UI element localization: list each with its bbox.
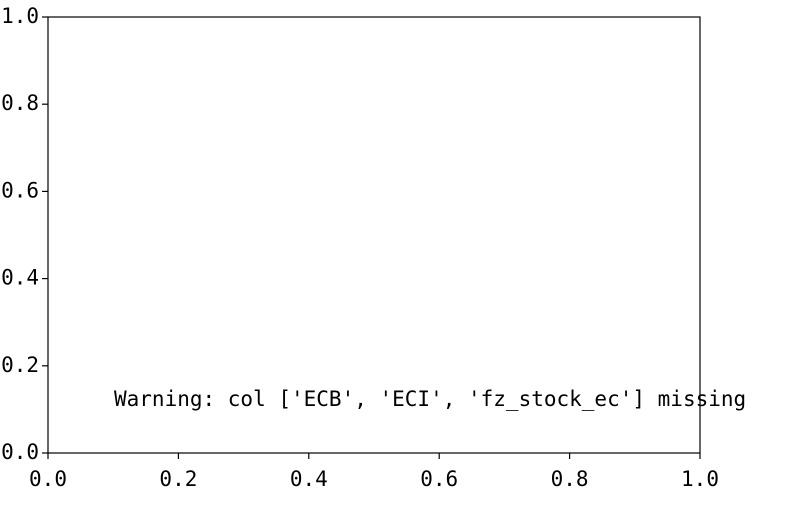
x-tick-label: 0.4 (290, 467, 328, 491)
x-tick-label: 1.0 (681, 467, 719, 491)
y-tick-label: 0.8 (1, 91, 39, 115)
x-tick-label: 0.6 (420, 467, 458, 491)
x-tick-label: 0.8 (551, 467, 589, 491)
x-tick-label: 0.2 (159, 467, 197, 491)
y-tick-label: 1.0 (1, 4, 39, 28)
y-tick-label: 0.2 (1, 353, 39, 377)
y-tick-label: 0.6 (1, 178, 39, 202)
x-tick-label: 0.0 (29, 467, 67, 491)
y-tick-label: 0.4 (1, 266, 39, 290)
axes-frame (47, 16, 701, 454)
y-tick-label: 0.0 (1, 440, 39, 464)
annotation: Warning: col ['ECB', 'ECI', 'fz_stock_ec… (114, 387, 746, 411)
